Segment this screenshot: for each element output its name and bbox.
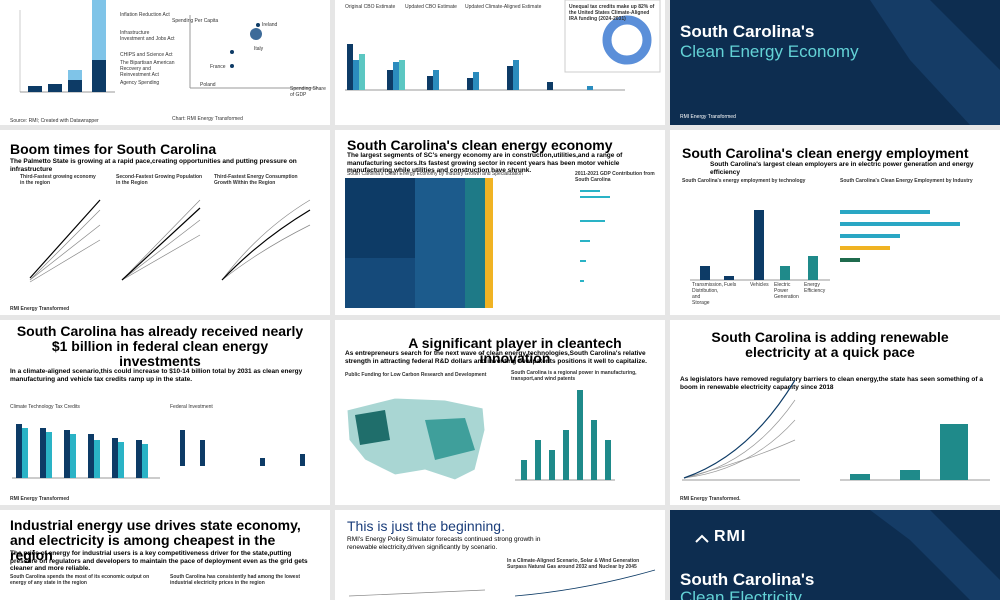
- title: South Carolina's clean energy employment: [682, 145, 969, 161]
- panel-title: Second-Fastest Growing Population in the…: [116, 174, 203, 186]
- category-label: Electric Power Generation: [774, 282, 799, 300]
- subtitle: The Palmetto State is growing at a rapid…: [10, 158, 297, 173]
- title: A significant player in cleantech innova…: [408, 335, 622, 366]
- title: South Carolina has already received near…: [16, 323, 304, 369]
- axis-label: Spending Share of GDP: [290, 86, 326, 98]
- legend-item: Updated Climate-Aligned Estimate: [465, 4, 542, 10]
- panel-title: South Carolina is a regional power in ma…: [511, 370, 637, 382]
- panel-title: Federal Investment: [170, 404, 213, 410]
- slide[interactable]: A significant player in cleantech innova…: [335, 320, 665, 505]
- panel-title: In a Climate-Aligned Scenario, Solar & W…: [507, 558, 640, 570]
- bar-chart: [12, 424, 305, 479]
- line-and-bars: [682, 379, 990, 481]
- subtitle: As entrepreneurs search for the next wav…: [345, 350, 647, 365]
- source: Source: RMI; Created with Datawrapper: [10, 118, 99, 124]
- panel-title: South Carolina has consistently had amon…: [170, 574, 301, 586]
- legend-item: CHIPS and Science Act: [120, 52, 173, 58]
- subtitle: In a climate-aligned scenario,this could…: [10, 368, 303, 383]
- panel-title: South Carolina's Clean Energy Employment…: [840, 178, 973, 184]
- bar-chart: [19, 0, 115, 93]
- line-charts: [29, 199, 311, 283]
- point-label: France: [210, 64, 226, 70]
- slide[interactable]: RMI South Carolina's Clean Electricity: [670, 510, 1000, 600]
- treemap: [345, 178, 610, 308]
- category-label: Vehicles: [750, 282, 769, 288]
- category-label: Fuels: [724, 282, 737, 288]
- title: South Carolina is adding renewable elect…: [711, 329, 949, 360]
- panel-title: South Carolina spends the most of its ec…: [10, 574, 150, 586]
- title: Clean Energy Economy: [680, 42, 859, 61]
- panel-title: South Carolina's energy employment by te…: [682, 178, 806, 184]
- footer: RMI Energy Transformed: [680, 114, 736, 120]
- bar-chart: [345, 0, 661, 91]
- title: South Carolina's: [680, 22, 815, 41]
- slide[interactable]: Inflation Reduction Act Infrastructure I…: [0, 0, 330, 125]
- subtitle: The largest segments of SC's energy econ…: [347, 152, 623, 174]
- point-label: Italy: [254, 46, 264, 52]
- panel-title: Third-Fastest growing economy in the reg…: [20, 174, 96, 186]
- axis-label: Spending Per Capita: [172, 18, 219, 24]
- scatter: [189, 15, 318, 89]
- bar-chart: [690, 210, 960, 281]
- line-chart: [348, 569, 656, 597]
- subtitle: South Carolina's largest clean employers…: [710, 161, 974, 176]
- slide[interactable]: South Carolina's Clean Energy Economy RM…: [670, 0, 1000, 125]
- title: South Carolina's clean energy economy: [347, 137, 613, 153]
- chevron-decor: [695, 510, 1000, 600]
- chevron-decor: [870, 0, 1000, 125]
- panel-title: Public Funding for Low Carbon Research a…: [345, 372, 487, 378]
- source: Chart: RMI Energy Transformed: [172, 116, 243, 122]
- panel-title: Climate Technology Tax Credits: [10, 404, 80, 410]
- slide[interactable]: South Carolina's clean energy economy Th…: [335, 130, 665, 315]
- logo: RMI: [714, 528, 747, 545]
- panel-title: Third-Fastest Energy Consumption Growth …: [214, 174, 298, 186]
- map-and-bars: [346, 390, 615, 481]
- point-label: Ireland: [262, 22, 278, 28]
- title: This is just the beginning.: [347, 518, 505, 534]
- panel-title: South Carolina's Clean Energy Economy by…: [347, 171, 523, 177]
- legend-item: The Bipartisan American Recovery and Rei…: [120, 60, 175, 78]
- legend-item: Updated CBO Estimate: [405, 4, 457, 10]
- title: South Carolina's: [680, 570, 815, 589]
- footer: RMI Energy Transformed: [10, 496, 70, 502]
- legend-item: Original CBO Estimate: [345, 4, 396, 10]
- title: Clean Electricity: [680, 588, 802, 600]
- subtitle: RMI's Energy Policy Simulator forecasts …: [347, 536, 541, 551]
- legend-item: Agency Spending: [120, 80, 160, 86]
- subtitle: The price of energy for industrial users…: [10, 550, 308, 572]
- slide[interactable]: South Carolina's clean energy employment…: [670, 130, 1000, 315]
- panel-title: 2011-2021 GDP Contribution from South Ca…: [575, 171, 655, 183]
- slide[interactable]: This is just the beginning. RMI's Energy…: [335, 510, 665, 600]
- legend-item: Infrastructure Investment and Jobs Act: [120, 30, 175, 42]
- category-label: Transmission, Distribution, and Storage: [692, 282, 723, 306]
- title: Boom times for South Carolina: [10, 141, 217, 157]
- category-label: Energy Efficiency: [804, 282, 826, 294]
- callout: Unequal tax credits make up 82% of the U…: [569, 4, 655, 22]
- subtitle: As legislators have removed regulatory b…: [680, 376, 983, 391]
- legend-item: Inflation Reduction Act: [120, 12, 170, 18]
- slide[interactable]: Boom times for South Carolina The Palmet…: [0, 130, 330, 315]
- footer: RMI Energy Transformed: [10, 306, 70, 312]
- slide[interactable]: Industrial energy use drives state econo…: [0, 510, 330, 600]
- slide[interactable]: South Carolina is adding renewable elect…: [670, 320, 1000, 505]
- title: Industrial energy use drives state econo…: [10, 517, 301, 563]
- footer: RMI Energy Transformed.: [680, 496, 741, 502]
- point-label: Poland: [200, 82, 216, 88]
- slide[interactable]: South Carolina has already received near…: [0, 320, 330, 505]
- slide[interactable]: Original CBO Estimate Updated CBO Estima…: [335, 0, 665, 125]
